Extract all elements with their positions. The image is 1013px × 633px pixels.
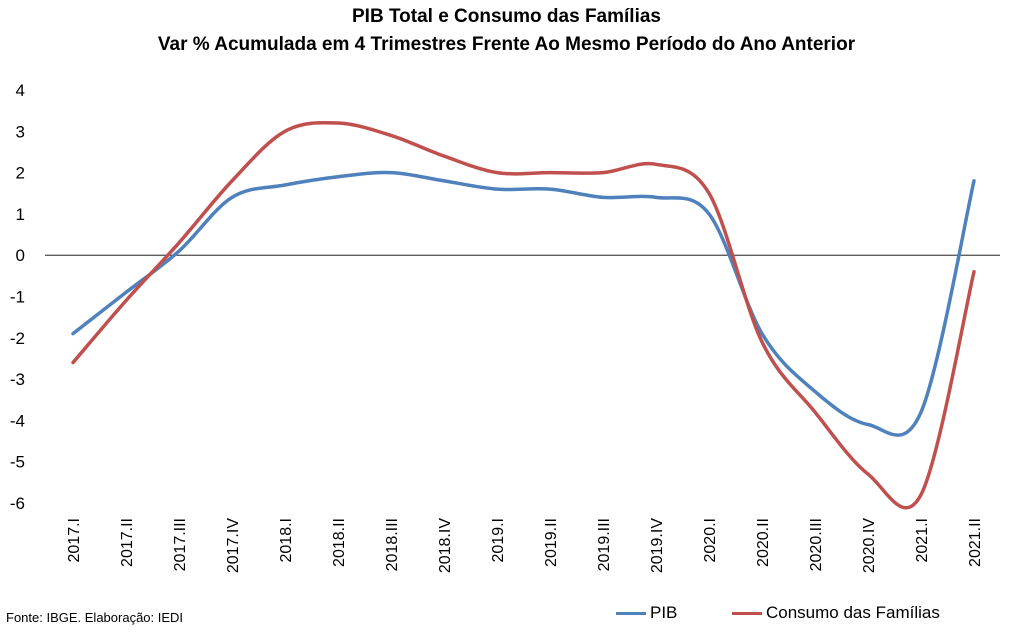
- x-tick-label: 2019.II: [543, 518, 560, 567]
- y-axis-ticks: 4 3 2 1 0 -1 -2 -3 -4 -5 -6: [10, 81, 25, 513]
- legend-swatch-pib: [616, 611, 646, 615]
- x-tick-label: 2019.III: [596, 518, 613, 571]
- x-tick-label: 2018.II: [331, 518, 348, 567]
- y-tick-label: 0: [16, 246, 25, 265]
- chart-title-line1: PIB Total e Consumo das Famílias: [352, 6, 661, 27]
- y-tick-label: 4: [16, 81, 25, 100]
- y-tick-label: 3: [16, 122, 25, 141]
- series-lines: [71, 120, 976, 510]
- y-tick-label: -6: [10, 494, 25, 513]
- y-tick-label: -3: [10, 370, 25, 389]
- chart-title-line2: Var % Acumulada em 4 Trimestres Frente A…: [157, 34, 856, 55]
- x-tick-label: 2018.I: [278, 518, 295, 562]
- x-tick-label: 2017.I: [66, 518, 83, 562]
- y-tick-label: 2: [16, 164, 25, 183]
- series-line-consumo: [71, 120, 976, 510]
- x-tick-label: 2020.IV: [861, 518, 878, 573]
- y-tick-label: -1: [10, 288, 25, 307]
- legend-item-pib: PIB: [616, 603, 677, 623]
- legend-item-consumo: Consumo das Famílias: [732, 603, 940, 623]
- x-tick-label: 2018.IV: [437, 518, 454, 573]
- x-tick-label: 2019.IV: [649, 518, 666, 573]
- x-tick-label: 2017.III: [172, 518, 189, 571]
- legend-label-consumo: Consumo das Famílias: [766, 603, 940, 622]
- x-axis-ticks: 2017.I 2017.II 2017.III 2017.IV 2018.I 2018.I…: [66, 518, 984, 573]
- legend-swatch-consumo: [732, 611, 762, 615]
- x-tick-label: 2017.II: [119, 518, 136, 567]
- y-tick-label: -4: [10, 411, 25, 430]
- x-tick-label: 2021.I: [914, 518, 931, 562]
- y-tick-label: -2: [10, 329, 25, 348]
- legend-label-pib: PIB: [650, 603, 678, 622]
- series-line-pib: [71, 170, 976, 437]
- x-tick-label: 2017.IV: [225, 518, 242, 573]
- y-tick-label: -5: [10, 453, 25, 472]
- x-tick-label: 2020.II: [755, 518, 772, 567]
- x-tick-label: 2018.III: [384, 518, 401, 571]
- x-tick-label: 2019.I: [490, 518, 507, 562]
- y-tick-label: 1: [16, 205, 25, 224]
- source-note: Fonte: IBGE. Elaboração: IEDI: [6, 610, 184, 625]
- x-tick-label: 2020.I: [702, 518, 719, 562]
- x-tick-label: 2021.II: [967, 518, 984, 567]
- x-tick-label: 2020.III: [808, 518, 825, 571]
